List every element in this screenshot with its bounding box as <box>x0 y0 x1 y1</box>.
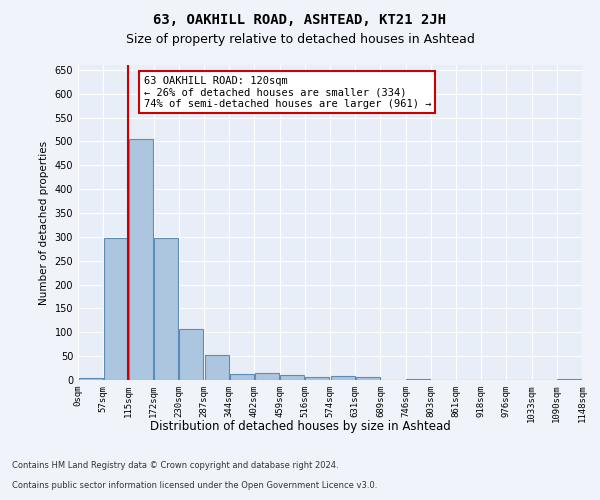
Text: Size of property relative to detached houses in Ashtead: Size of property relative to detached ho… <box>125 32 475 46</box>
Y-axis label: Number of detached properties: Number of detached properties <box>39 140 49 304</box>
Bar <box>406 378 430 380</box>
Text: 63, OAKHILL ROAD, ASHTEAD, KT21 2JH: 63, OAKHILL ROAD, ASHTEAD, KT21 2JH <box>154 12 446 26</box>
Bar <box>129 139 153 380</box>
Bar <box>305 376 329 380</box>
Bar <box>179 329 203 380</box>
Bar <box>154 238 178 380</box>
Bar <box>356 377 380 380</box>
Text: 63 OAKHILL ROAD: 120sqm
← 26% of detached houses are smaller (334)
74% of semi-d: 63 OAKHILL ROAD: 120sqm ← 26% of detache… <box>143 76 431 108</box>
Bar <box>255 373 279 380</box>
Bar <box>79 378 103 380</box>
Bar <box>557 378 581 380</box>
Bar <box>104 238 128 380</box>
Bar <box>280 375 304 380</box>
Bar <box>331 376 355 380</box>
Bar <box>205 355 229 380</box>
Text: Contains public sector information licensed under the Open Government Licence v3: Contains public sector information licen… <box>12 481 377 490</box>
Text: Contains HM Land Registry data © Crown copyright and database right 2024.: Contains HM Land Registry data © Crown c… <box>12 461 338 470</box>
Bar <box>230 374 254 380</box>
Text: Distribution of detached houses by size in Ashtead: Distribution of detached houses by size … <box>149 420 451 433</box>
